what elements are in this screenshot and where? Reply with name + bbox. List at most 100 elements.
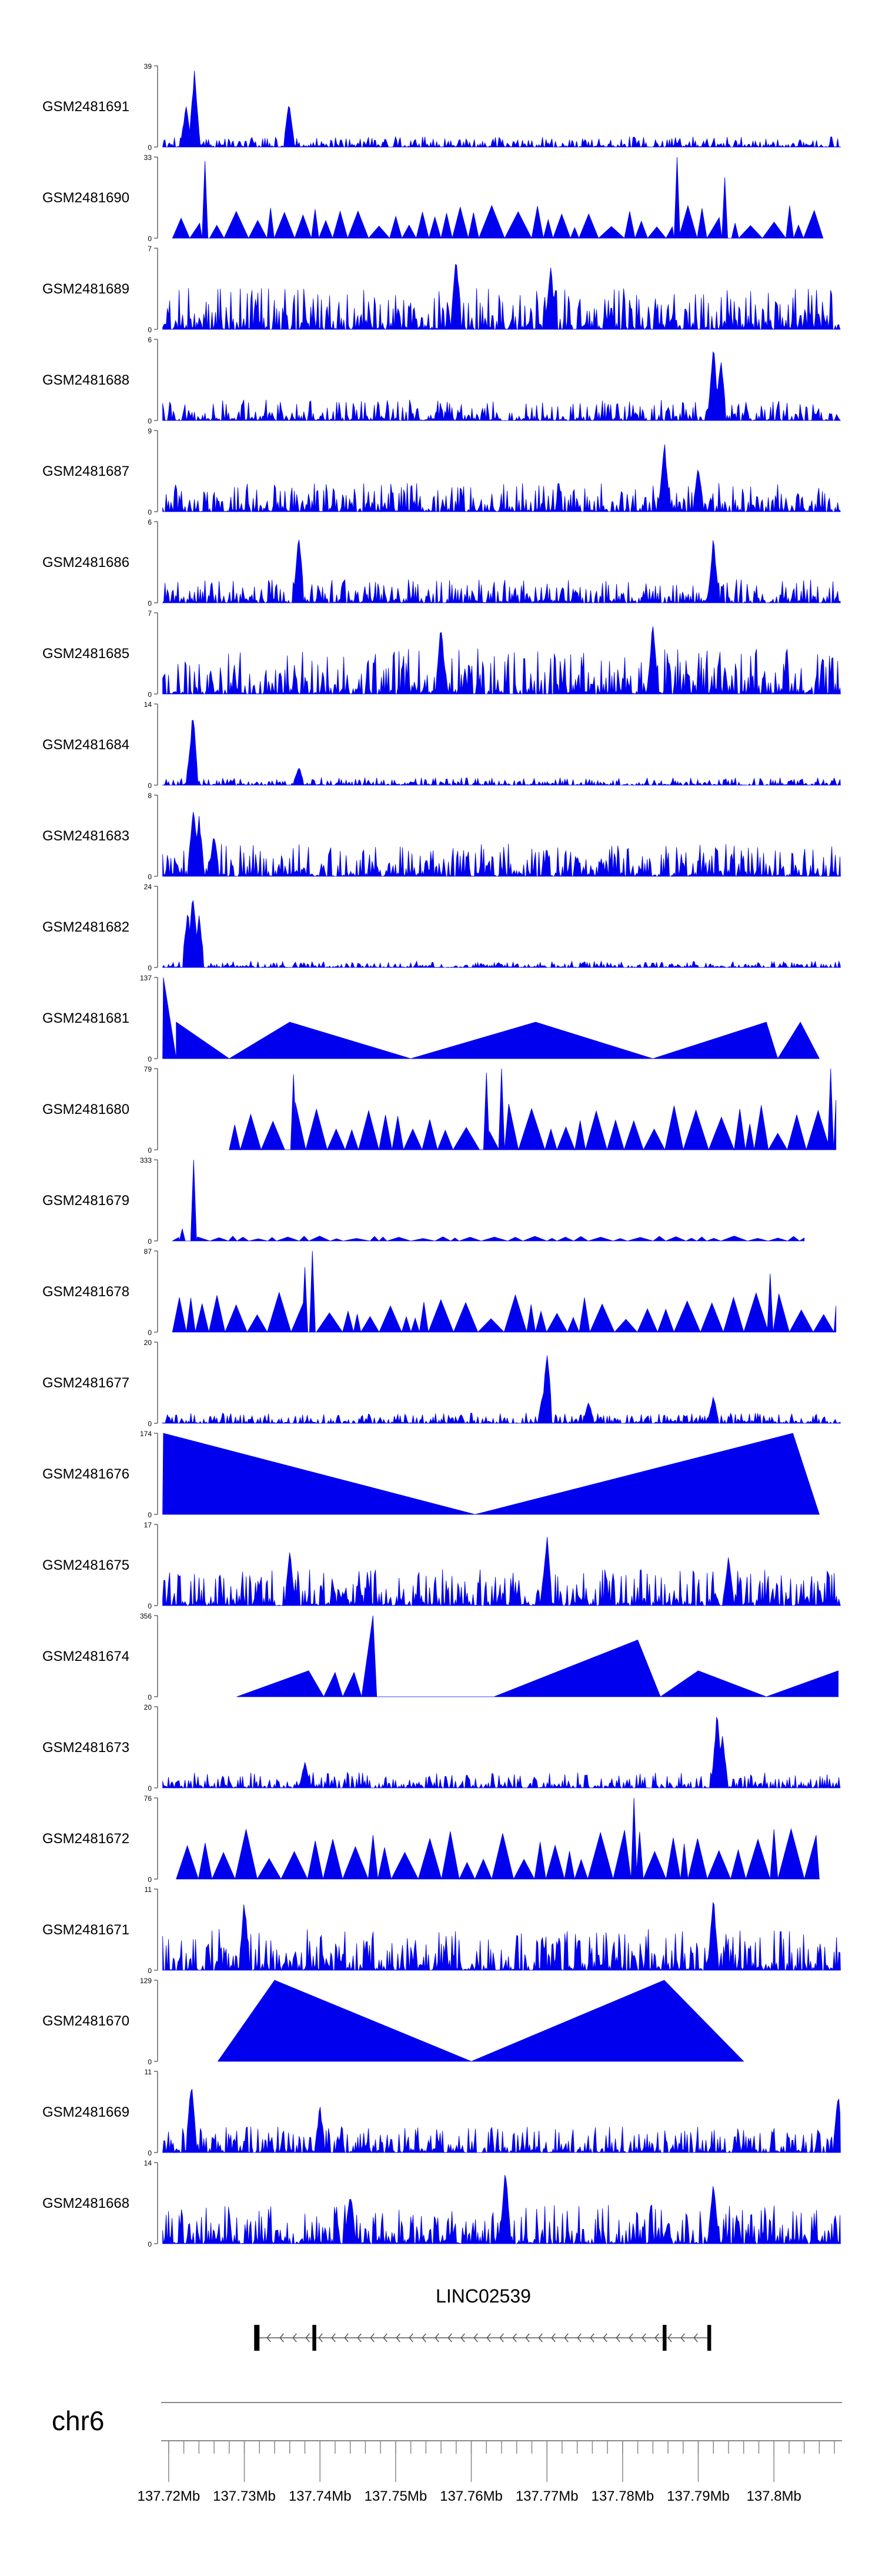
y-max-label: 7 [148, 245, 152, 253]
track-layer: GSM2481691390GSM2481690330GSM248168970GS… [42, 62, 841, 2248]
coverage-area [162, 812, 841, 877]
strand-arrow [525, 2333, 530, 2343]
y-zero-label: 0 [148, 782, 152, 790]
y-zero-label: 0 [148, 326, 152, 334]
strand-arrow [435, 2333, 439, 2343]
track-label: GSM2481680 [42, 1102, 129, 1117]
coverage-area [162, 2088, 841, 2154]
tick-label: 137.72Mb [137, 2488, 200, 2504]
strand-arrow [680, 2333, 685, 2343]
strand-arrow [357, 2333, 362, 2343]
track-GSM2481670: GSM2481670 129 0 [42, 1977, 744, 2066]
y-zero-label: 0 [148, 1420, 152, 1428]
tick-label: 137.74Mb [289, 2488, 352, 2504]
strand-arrow [642, 2333, 646, 2343]
strand-arrow [292, 2333, 297, 2343]
genome-axis: chr6 137.72Mb 137.73Mb 137.74Mb 137.75Mb 137… [52, 2402, 842, 2504]
track-label: GSM2481681 [42, 1010, 129, 1026]
strand-arrow [383, 2333, 387, 2343]
track-GSM2481677: GSM2481677 20 0 [42, 1339, 841, 1428]
track-GSM2481687: GSM2481687 9 0 [42, 427, 841, 516]
y-max-label: 87 [144, 1247, 152, 1256]
track-GSM2481681: GSM2481681 137 0 [42, 974, 820, 1063]
track-GSM2481685: GSM2481685 7 0 [42, 609, 841, 699]
y-zero-label: 0 [148, 2058, 152, 2066]
coverage-area [172, 1250, 837, 1333]
exon [707, 2325, 711, 2351]
strand-arrow [473, 2333, 478, 2343]
tick-label: 137.8Mb [746, 2488, 801, 2504]
y-max-label: 11 [145, 1886, 152, 1894]
coverage-area [162, 1355, 841, 1424]
track-label: GSM2481679 [42, 1193, 129, 1209]
y-max-label: 137 [140, 974, 152, 982]
track-GSM2481688: GSM2481688 6 0 [42, 336, 841, 425]
y-zero-label: 0 [148, 599, 152, 608]
y-zero-label: 0 [148, 508, 152, 516]
track-GSM2481675: GSM2481675 17 0 [42, 1521, 841, 1610]
coverage-area [162, 626, 841, 695]
y-max-label: 24 [144, 883, 152, 891]
track-GSM2481672: GSM2481672 76 0 [42, 1794, 820, 1884]
track-label: GSM2481678 [42, 1284, 129, 1300]
strand-arrow [460, 2333, 465, 2343]
tick-label: 137.76Mb [440, 2488, 503, 2504]
y-zero-label: 0 [148, 1876, 152, 1884]
track-label: GSM2481676 [42, 1466, 129, 1482]
strand-arrow [422, 2333, 426, 2343]
track-label: GSM2481672 [42, 1831, 129, 1847]
y-zero-label: 0 [148, 2149, 152, 2157]
track-GSM2481668: GSM2481668 14 0 [42, 2159, 841, 2248]
strand-arrow [667, 2333, 672, 2343]
chromosome-label: chr6 [52, 2405, 104, 2436]
tick-label: 137.75Mb [364, 2488, 427, 2504]
track-GSM2481679: GSM2481679 333 0 [42, 1156, 805, 1246]
track-label: GSM2481686 [42, 555, 129, 570]
track-GSM2481686: GSM2481686 6 0 [42, 518, 841, 608]
track-GSM2481691: GSM2481691 39 0 [42, 62, 841, 152]
y-zero-label: 0 [148, 1602, 152, 1610]
track-GSM2481684: GSM2481684 14 0 [42, 700, 841, 790]
coverage-area [162, 1537, 841, 1607]
strand-arrow [629, 2333, 633, 2343]
y-zero-label: 0 [148, 1329, 152, 1337]
coverage-area [162, 1717, 841, 1789]
coverage-area [171, 1159, 805, 1242]
y-max-label: 39 [144, 62, 152, 71]
coverage-area [162, 71, 841, 148]
track-label: GSM2481670 [42, 2013, 129, 2029]
y-zero-label: 0 [148, 144, 152, 152]
strand-arrow [499, 2333, 504, 2343]
exon [254, 2325, 260, 2351]
track-label: GSM2481691 [42, 99, 129, 115]
track-label: GSM2481673 [42, 1740, 129, 1756]
y-zero-label: 0 [148, 1146, 152, 1154]
y-max-label: 14 [144, 2159, 152, 2167]
coverage-area [176, 1797, 820, 1880]
strand-arrow [577, 2333, 582, 2343]
tick-label: 137.79Mb [667, 2488, 730, 2504]
strand-arrow [305, 2333, 310, 2343]
track-label: GSM2481674 [42, 1649, 129, 1664]
track-label: GSM2481688 [42, 372, 129, 388]
track-GSM2481690: GSM2481690 33 0 [42, 154, 824, 243]
strand-arrow [590, 2333, 594, 2343]
strand-arrow [396, 2333, 400, 2343]
track-GSM2481676: GSM2481676 174 0 [42, 1430, 820, 1519]
y-max-label: 129 [140, 1977, 152, 1985]
track-label: GSM2481671 [42, 1922, 129, 1938]
y-zero-label: 0 [148, 417, 152, 425]
coverage-area [162, 351, 841, 422]
strand-arrow [331, 2333, 336, 2343]
coverage-area [162, 720, 841, 786]
strand-arrow [538, 2333, 543, 2343]
strand-arrow [693, 2333, 698, 2343]
tick-label: 137.77Mb [516, 2488, 579, 2504]
gene-name-label: LINC02539 [436, 2285, 531, 2307]
exon [312, 2325, 316, 2351]
strand-arrow [370, 2333, 375, 2343]
strand-arrow [654, 2333, 659, 2343]
coverage-area [162, 263, 841, 331]
coverage-area [217, 1980, 744, 2062]
strand-arrow [447, 2333, 452, 2343]
